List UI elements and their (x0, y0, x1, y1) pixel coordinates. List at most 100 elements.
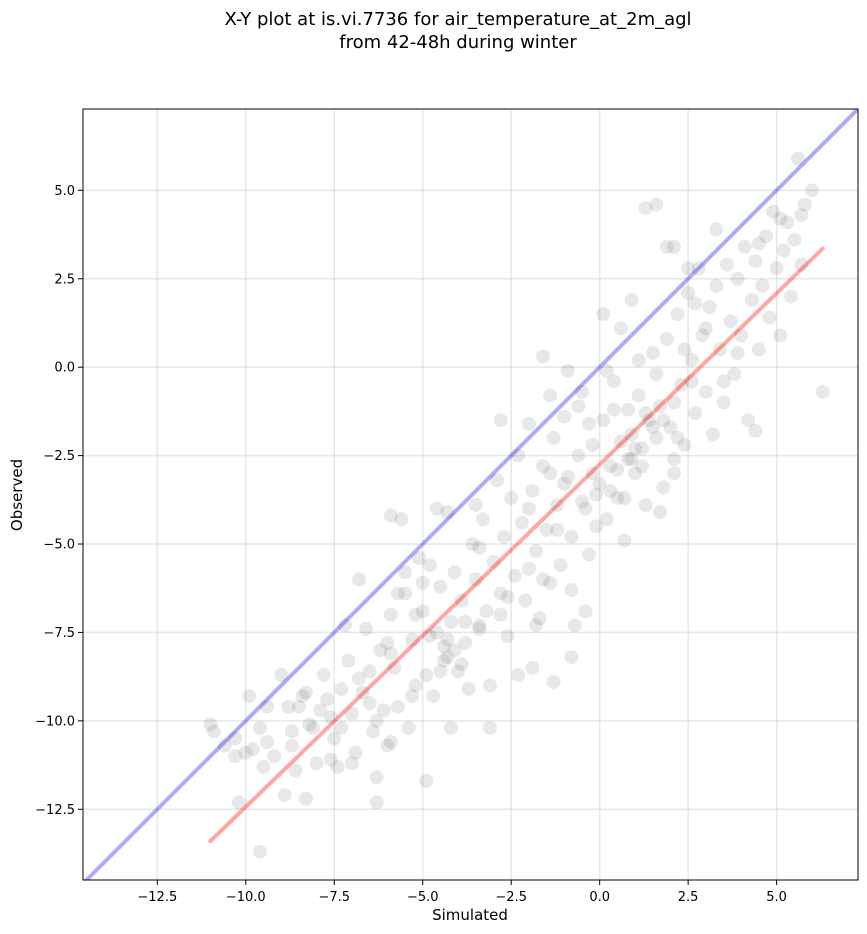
data-point (422, 628, 437, 643)
data-point (217, 738, 232, 753)
data-point (603, 483, 618, 498)
data-point (645, 420, 660, 435)
data-point (666, 452, 681, 467)
data-point (688, 296, 703, 311)
data-point (585, 437, 600, 452)
data-point (518, 593, 533, 608)
data-point (327, 731, 342, 746)
data-point (355, 685, 370, 700)
data-point (500, 590, 515, 605)
data-point (390, 586, 405, 601)
data-point (613, 321, 628, 336)
data-point (624, 292, 639, 307)
data-point (309, 756, 324, 771)
data-point (511, 448, 526, 463)
data-point (316, 667, 331, 682)
data-point (709, 278, 724, 293)
data-point (628, 441, 643, 456)
data-point (730, 346, 745, 361)
y-tick-label: −12.5 (35, 803, 75, 818)
data-point (465, 537, 480, 552)
data-point (479, 604, 494, 619)
data-point (468, 572, 483, 587)
data-point (620, 402, 635, 417)
data-point (723, 314, 738, 329)
data-point (546, 674, 561, 689)
data-point (486, 554, 501, 569)
data-point (762, 310, 777, 325)
data-point (613, 434, 628, 449)
data-point (702, 300, 717, 315)
data-point (415, 604, 430, 619)
data-point (666, 239, 681, 254)
data-point (574, 494, 589, 509)
y-tick-label: −10.0 (35, 714, 75, 729)
data-point (429, 625, 444, 640)
data-point (493, 607, 508, 622)
data-point (362, 664, 377, 679)
x-tick-label: −2.5 (495, 890, 527, 905)
data-point (408, 607, 423, 622)
data-points (203, 151, 830, 859)
y-tick-label: −7.5 (43, 626, 75, 641)
data-point (748, 254, 763, 269)
data-point (422, 558, 437, 573)
data-point (330, 759, 345, 774)
data-point (560, 469, 575, 484)
x-tick-label: −12.5 (137, 890, 177, 905)
data-point (352, 671, 367, 686)
data-point (436, 653, 451, 668)
data-point (444, 720, 459, 735)
data-point (536, 349, 551, 364)
data-point (383, 735, 398, 750)
data-point (405, 632, 420, 647)
data-point (631, 353, 646, 368)
data-point (306, 720, 321, 735)
data-point (652, 505, 667, 520)
data-point (245, 742, 260, 757)
data-point (787, 232, 802, 247)
data-point (741, 413, 756, 428)
data-point (652, 399, 667, 414)
data-point (674, 377, 689, 392)
data-point (472, 540, 487, 555)
data-point (620, 452, 635, 467)
data-point (536, 459, 551, 474)
data-point (543, 388, 558, 403)
data-point (606, 374, 621, 389)
data-point (352, 572, 367, 587)
data-point (617, 491, 632, 506)
data-point (497, 529, 512, 544)
data-point (295, 689, 310, 704)
data-point (394, 512, 409, 527)
data-point (514, 515, 529, 530)
chart-title-line2: from 42-48h during winter (339, 32, 577, 53)
data-point (610, 462, 625, 477)
data-point (582, 416, 597, 431)
data-point (454, 657, 469, 672)
data-point (454, 593, 469, 608)
data-point (716, 374, 731, 389)
data-point (298, 791, 313, 806)
data-point (758, 229, 773, 244)
data-point (366, 724, 381, 739)
data-point (766, 204, 781, 219)
data-point (635, 441, 650, 456)
data-point (440, 505, 455, 520)
data-point (405, 689, 420, 704)
x-tick-label: −10.0 (226, 890, 266, 905)
data-point (691, 261, 706, 276)
data-point (638, 201, 653, 216)
data-point (656, 413, 671, 428)
data-point (525, 483, 540, 498)
data-point (521, 416, 536, 431)
data-point (334, 682, 349, 697)
data-point (730, 271, 745, 286)
x-tick-label: 5.0 (766, 890, 787, 905)
data-point (493, 586, 508, 601)
data-point (649, 430, 664, 445)
data-point (433, 579, 448, 594)
data-point (606, 402, 621, 417)
data-point (790, 151, 805, 166)
